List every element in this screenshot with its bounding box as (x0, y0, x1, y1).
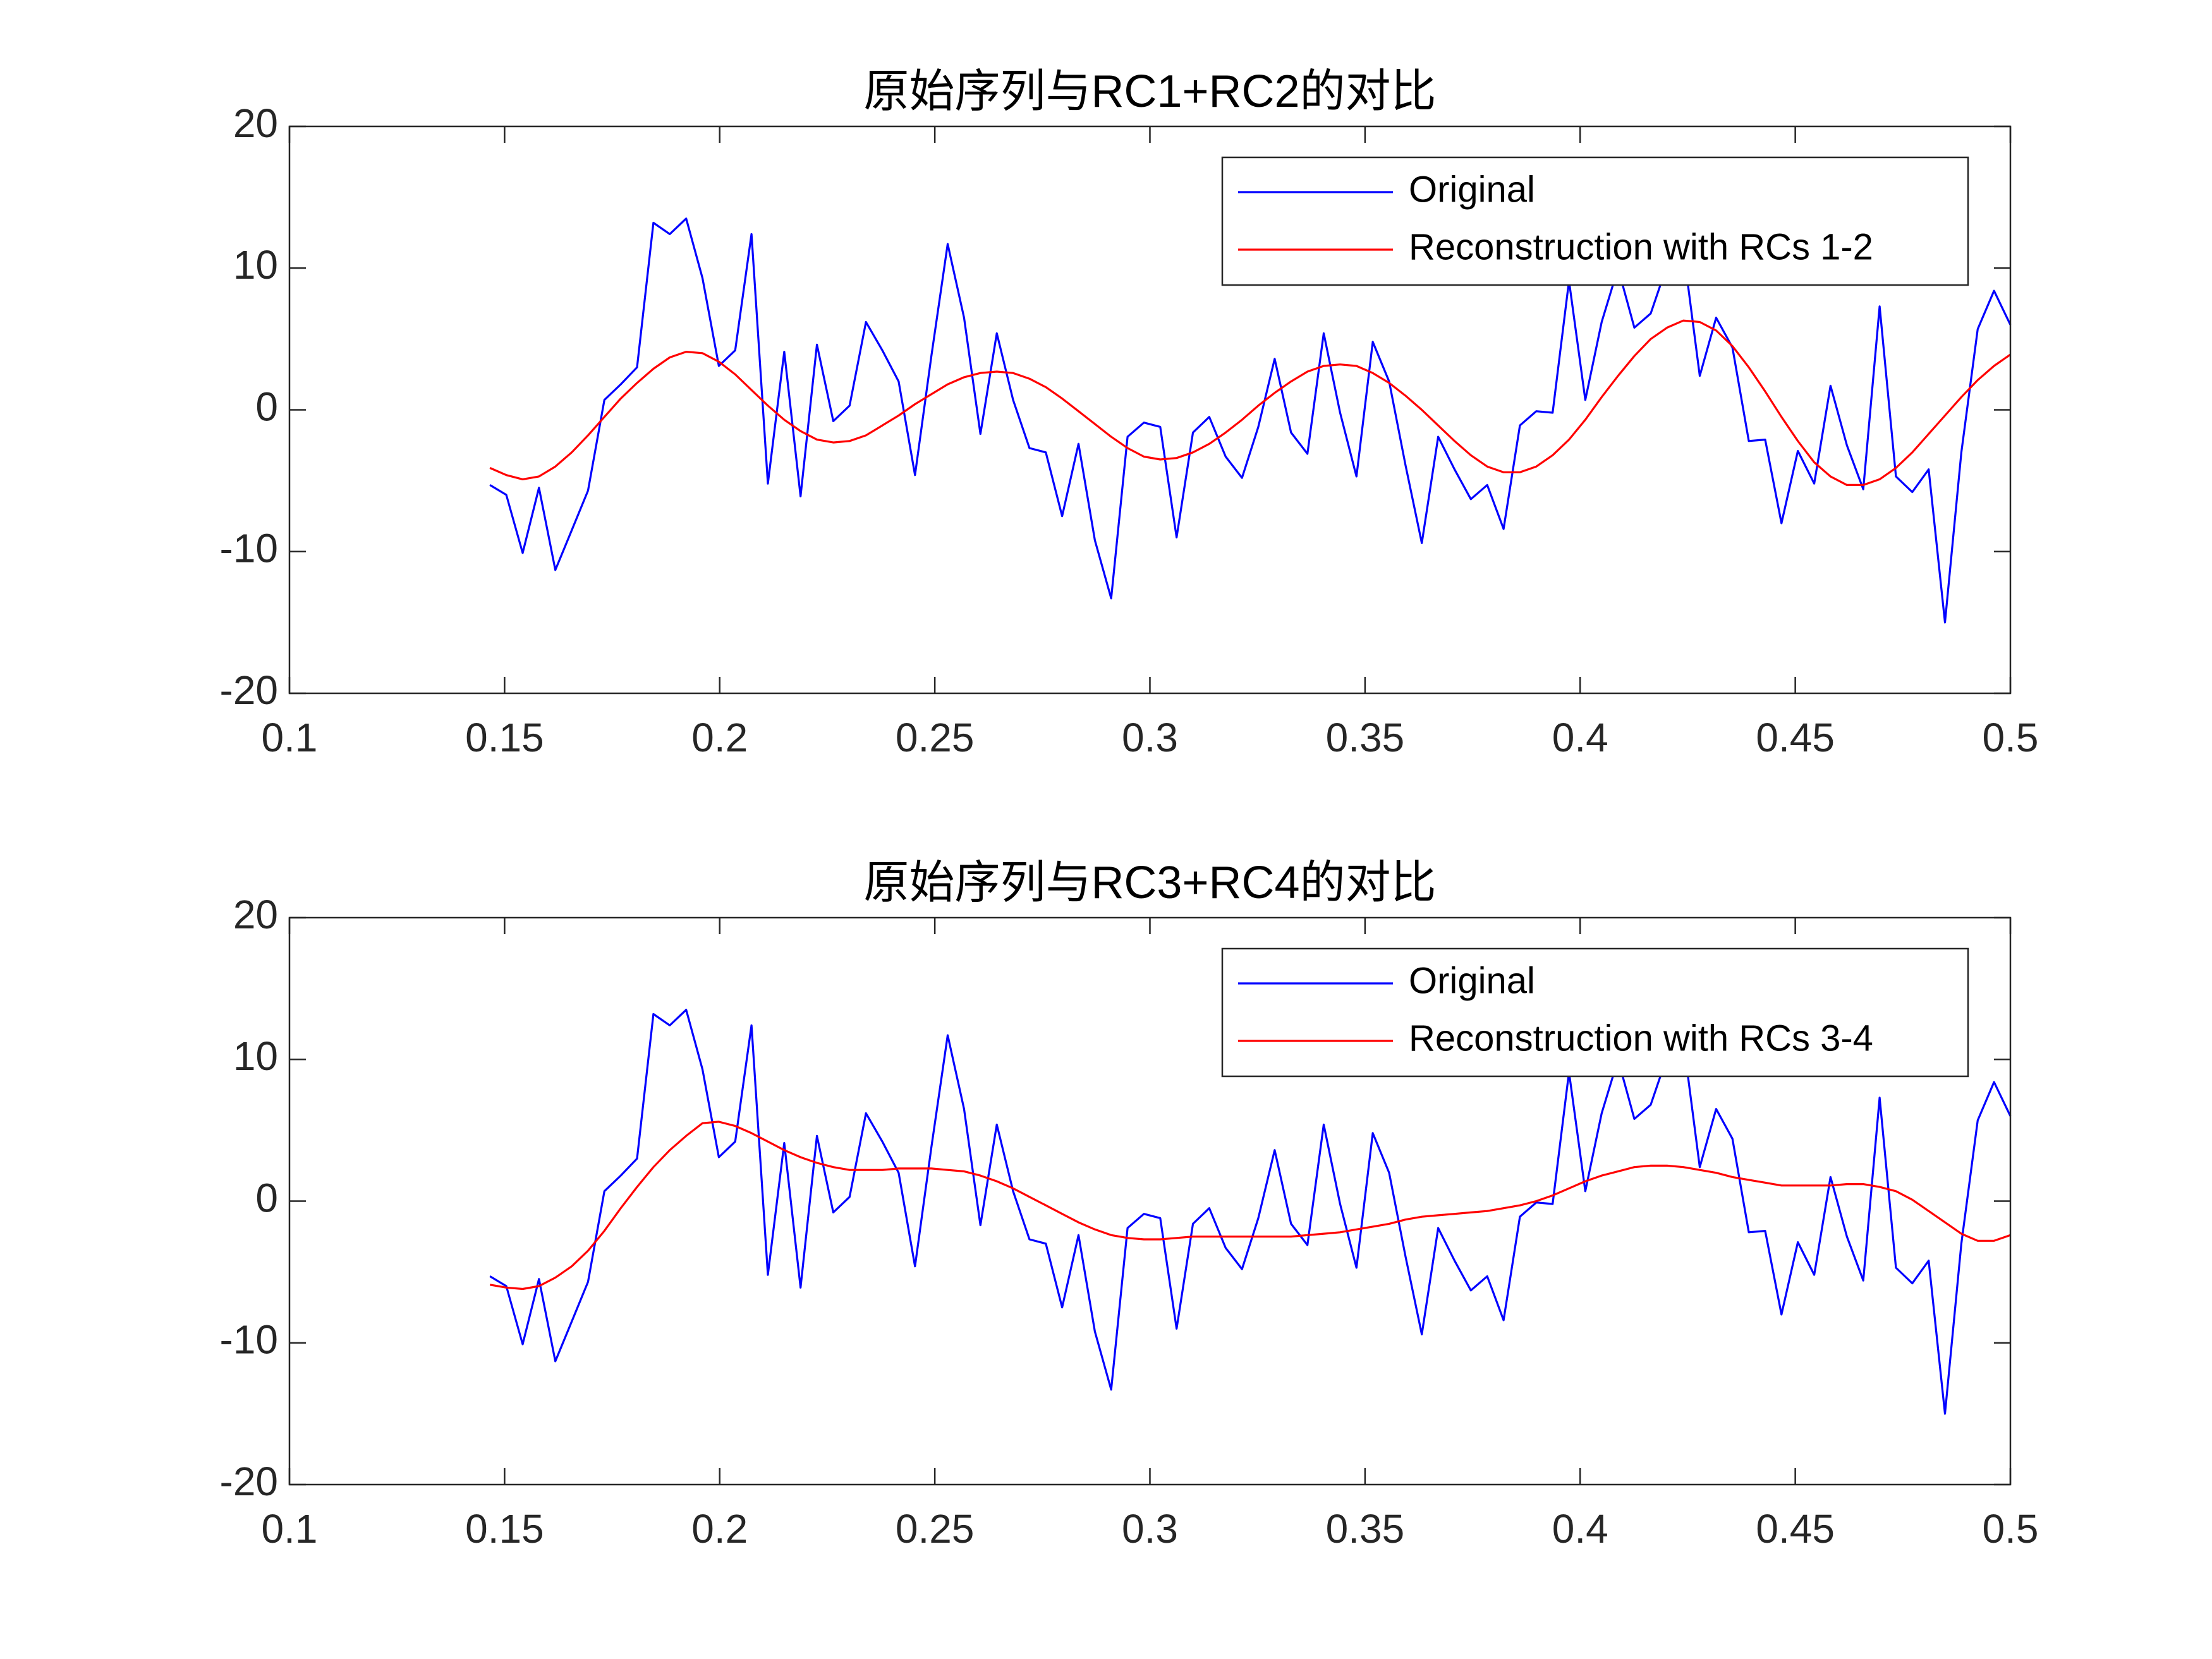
series-line (489, 319, 2011, 486)
legend-box (1221, 947, 1969, 1078)
x-tick-label: 0.25 (896, 715, 975, 760)
x-tick-label: 0.5 (1983, 1506, 2039, 1552)
x-tick-label: 0.35 (1326, 715, 1405, 760)
x-tick-label: 0.2 (691, 1506, 748, 1552)
legend-label: Reconstruction with RCs 1-2 (1409, 226, 1873, 267)
x-tick-label: 0.4 (1552, 1506, 1608, 1552)
series-line (489, 1009, 2012, 1415)
x-tick-label: 0.15 (465, 715, 544, 760)
x-tick-label: 0.35 (1326, 1506, 1405, 1552)
y-tick-label: 20 (233, 100, 278, 146)
legend-label: Original (1409, 960, 1535, 1001)
x-tick-label: 0.1 (262, 1506, 318, 1552)
subplot: 原始序列与RC3+RC4的对比 0.1 0.15 0.2 0.25 0.3 0.35 0.4 0… (220, 858, 2039, 1552)
chart-title: 原始序列与RC1+RC2的对比 (863, 66, 1436, 117)
x-tick-label: 0.3 (1122, 1506, 1178, 1552)
x-tick-label: 0.3 (1122, 715, 1178, 760)
chart-title: 原始序列与RC3+RC4的对比 (863, 858, 1436, 908)
legend-label: Reconstruction with RCs 3-4 (1409, 1018, 1873, 1059)
y-tick-label: 10 (233, 242, 278, 288)
legend-box (1221, 156, 1969, 286)
x-tick-label: 0.45 (1756, 1506, 1835, 1552)
x-tick-label: 0.1 (262, 715, 318, 760)
series-line (489, 1121, 2011, 1291)
y-tick-label: 10 (233, 1033, 278, 1079)
y-tick-label: -10 (220, 1317, 279, 1363)
legend-label: Original (1409, 169, 1535, 210)
y-tick-label: -20 (220, 1459, 279, 1504)
y-tick-label: 0 (255, 384, 278, 429)
y-tick-label: -10 (220, 526, 279, 571)
x-tick-label: 0.4 (1552, 715, 1608, 760)
axes-box (288, 125, 2012, 695)
axes-box (288, 916, 2012, 1486)
x-tick-label: 0.25 (896, 1506, 975, 1552)
x-tick-label: 0.5 (1983, 715, 2039, 760)
y-tick-label: 0 (255, 1175, 278, 1220)
y-tick-label: 20 (233, 892, 278, 937)
subplot: 原始序列与RC1+RC2的对比 0.1 0.15 0.2 0.25 0.3 0.35 0.4 0… (220, 66, 2039, 760)
series-line (489, 217, 2012, 624)
x-tick-label: 0.2 (691, 715, 748, 760)
x-tick-label: 0.15 (465, 1506, 544, 1552)
x-tick-label: 0.45 (1756, 715, 1835, 760)
y-tick-label: -20 (220, 667, 279, 713)
